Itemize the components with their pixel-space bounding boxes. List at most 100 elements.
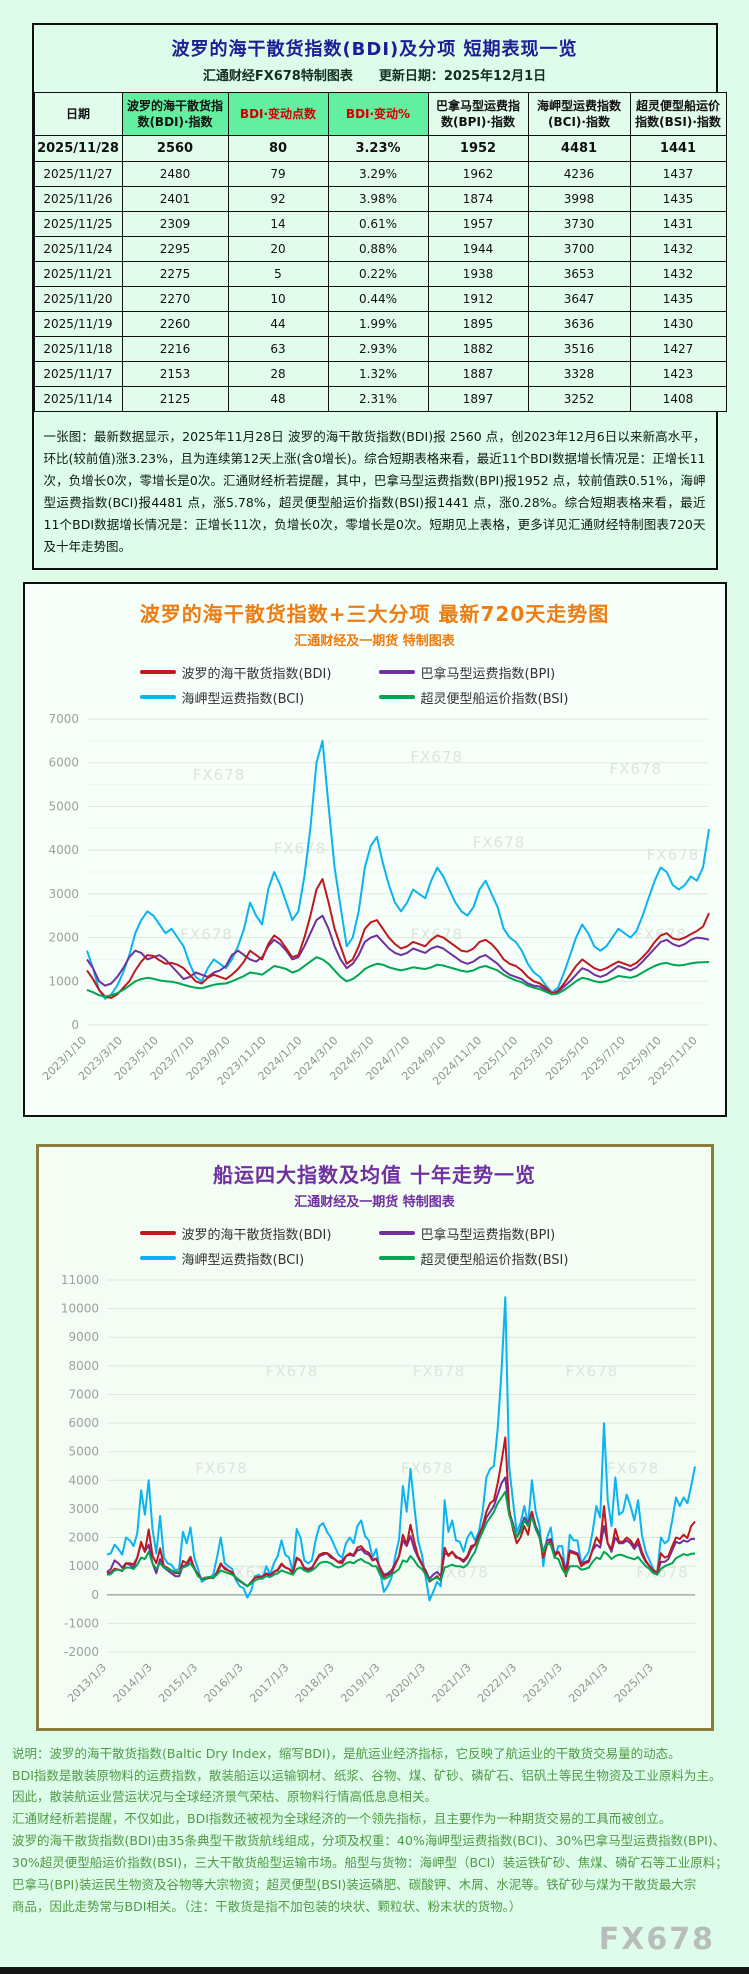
table-cell: 20 [227, 236, 329, 263]
y-tick-label: 2000 [48, 930, 79, 944]
table-cell: 2153 [121, 361, 229, 388]
table-cell: 3252 [527, 386, 631, 413]
legend-item: 波罗的海干散货指数(BDI) [139, 663, 371, 682]
table-cell: 2216 [121, 336, 229, 363]
table-cell: 3700 [527, 236, 631, 263]
table-cell: 3653 [527, 261, 631, 288]
legend-line-swatch [139, 1256, 176, 1261]
legend-item: 超灵便型船运价指数(BSI) [378, 688, 610, 707]
table-cell: 1938 [427, 261, 529, 288]
plot-watermark: FX678 [636, 1563, 689, 1581]
plot-watermark: FX678 [412, 1362, 465, 1380]
table-cell: 3730 [527, 211, 631, 238]
plot-watermark: FX678 [273, 839, 326, 857]
table-cell: 2025/11/17 [33, 361, 123, 388]
legend-label: 巴拿马型运费指数(BPI) [420, 666, 556, 682]
footnote-line: 说明：波罗的海干散货指数(Baltic Dry Index，缩写BDI)，是航运… [12, 1745, 681, 1761]
bottom-divider [0, 1966, 749, 1974]
legend-label: 海岬型运费指数(BCI) [181, 691, 305, 707]
x-tick-label: 2013/1/3 [64, 1661, 108, 1705]
col-header-bdi-change-points: BDI·变动点数 [227, 91, 329, 137]
report-update-date: 更新日期：2025年12月1日 [378, 69, 547, 84]
plot-watermark: FX678 [436, 1563, 489, 1581]
series-line-3 [106, 1490, 695, 1587]
table-cell: 2295 [121, 236, 229, 263]
bdi-table: 日期 波罗的海干散货指数(BDI)·指数 BDI·变动点数 BDI·变动% 巴拿… [33, 91, 727, 413]
legend-item: 波罗的海干散货指数(BDI) [139, 1224, 371, 1243]
table-cell: 1.99% [327, 311, 429, 338]
plot-watermark: FX678 [265, 1362, 318, 1380]
chart-10year-svg: -2000 -1000 0 1000 2000 3000 4000 5000 6000 7000 8… [60, 1273, 696, 1705]
table-cell: 3.29% [327, 161, 429, 188]
y-tick-label: 10000 [60, 1301, 98, 1315]
plot-watermark: FX678 [410, 925, 463, 943]
table-cell: 2480 [121, 161, 229, 188]
col-header-bdi-change-pct: BDI·变动% [327, 91, 429, 137]
x-tick-label: 2021/1/3 [429, 1661, 473, 1705]
legend-line-swatch [378, 695, 415, 700]
table-cell: 2025/11/18 [33, 336, 123, 363]
table-body: 2025/11/28 2560 80 3.23% 1952 4481 1441 2025/11… [33, 135, 727, 413]
y-tick-label: 1000 [68, 1559, 99, 1573]
table-cell: 1874 [427, 186, 529, 213]
table-cell: 1432 [629, 236, 727, 263]
chart-10year-plot: -2000 -1000 0 1000 2000 3000 4000 5000 6000 7000 8… [39, 1270, 711, 1722]
plot-watermark: FX678 [401, 1459, 454, 1477]
legend-label: 巴拿马型运费指数(BPI) [420, 1227, 556, 1243]
table-row: 2025/11/25 2309 14 0.61% 1957 3730 1431 [33, 211, 727, 238]
chart-720day-svg: 0 1000 2000 3000 4000 5000 6000 7000 FX678 FX678 F… [40, 712, 710, 1088]
table-cell: 2025/11/14 [33, 386, 123, 413]
table-cell: 2270 [121, 286, 229, 313]
table-cell: 2.31% [327, 386, 429, 413]
x-tick-label: 2014/1/3 [110, 1661, 154, 1705]
table-cell: 1895 [427, 311, 529, 338]
y-tick-label: -1000 [64, 1616, 99, 1630]
table-cell: 3328 [527, 361, 631, 388]
legend-label: 超灵便型船运价指数(BSI) [420, 691, 569, 707]
table-cell: 0.88% [327, 236, 429, 263]
y-tick-label: 5000 [68, 1444, 99, 1458]
table-cell: 1435 [629, 286, 727, 313]
table-cell: 4236 [527, 161, 631, 188]
table-cell: 2125 [121, 386, 229, 413]
plot-watermark: FX678 [410, 747, 463, 765]
table-cell: 3.98% [327, 186, 429, 213]
table-cell: 1912 [427, 286, 529, 313]
table-row: 2025/11/27 2480 79 3.29% 1962 4236 1437 [33, 161, 727, 188]
col-header-bci: 海岬型运费指数(BCI)·指数 [527, 91, 631, 137]
y-tick-label: 4000 [48, 843, 79, 857]
table-cell: 44 [227, 311, 329, 338]
legend-line-swatch [378, 1256, 415, 1261]
table-cell: 3.23% [327, 135, 429, 163]
footnote-line: 30%超灵便型船运价指数(BSI)，三大干散货船型运输市场。船型与货物：海岬型（… [12, 1855, 728, 1870]
chart-720day-plot: 0 1000 2000 3000 4000 5000 6000 7000 FX678 FX678 F… [25, 709, 725, 1109]
table-row: 2025/11/20 2270 10 0.44% 1912 3647 1435 [33, 286, 727, 313]
legend-label: 海岬型运费指数(BCI) [181, 1252, 305, 1268]
table-cell: 4481 [527, 135, 631, 163]
legend-item: 海岬型运费指数(BCI) [139, 1249, 371, 1268]
chart-720day-title: 波罗的海干散货指数+三大分项 最新720天走势图 [139, 601, 610, 626]
chart-10year-title: 船运四大指数及均值 十年走势一览 [213, 1162, 536, 1187]
chart-720day-subtitle: 汇通财经及一期货 特制图表 [294, 633, 455, 649]
table-cell: 1887 [427, 361, 529, 388]
table-cell: 2025/11/27 [33, 161, 123, 188]
y-tick-label: 11000 [60, 1273, 98, 1287]
table-row: 2025/11/26 2401 92 3.98% 1874 3998 1435 [33, 186, 727, 213]
report-subtitle: 汇通财经FX678特制图表 更新日期：2025年12月1日 [34, 65, 716, 84]
table-cell: 48 [227, 386, 329, 413]
footnote-line: BDI指数是散装原物料的运费指数，散装船运以运输钢材、纸浆、谷物、煤、矿砂、磷矿… [12, 1767, 722, 1783]
table-row: 2025/11/18 2216 63 2.93% 1882 3516 1427 [33, 336, 727, 363]
legend-label: 波罗的海干散货指数(BDI) [181, 666, 332, 682]
legend-label: 波罗的海干散货指数(BDI) [181, 1227, 332, 1243]
table-cell: 1962 [427, 161, 529, 188]
y-tick-label: 0 [71, 1018, 79, 1032]
chart-10year: 船运四大指数及均值 十年走势一览 汇通财经及一期货 特制图表 波罗的海干散货指数… [35, 1143, 714, 1731]
table-cell: 1435 [629, 186, 727, 213]
table-cell: 79 [227, 161, 329, 188]
table-cell: 1882 [427, 336, 529, 363]
table-cell: 80 [227, 135, 329, 163]
table-cell: 2025/11/28 [33, 135, 123, 163]
series-line-3 [86, 955, 709, 998]
table-cell: 2401 [121, 186, 229, 213]
col-header-bsi: 超灵便型船运价指数(BSI)·指数 [629, 91, 727, 137]
